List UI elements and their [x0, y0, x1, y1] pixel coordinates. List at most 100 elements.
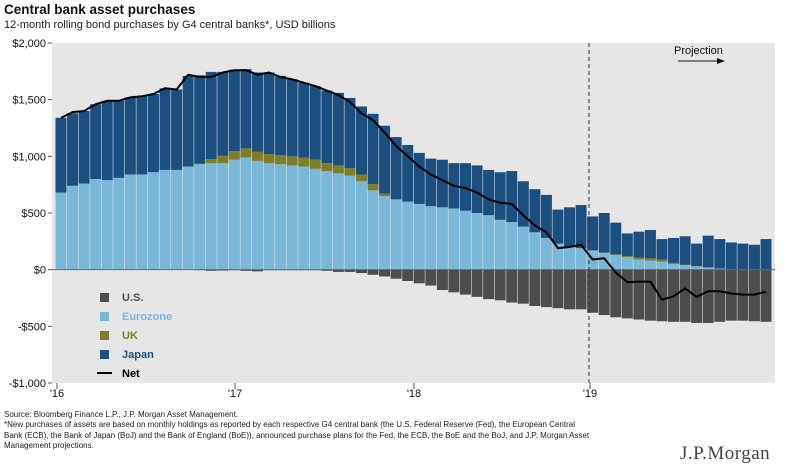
bar-us [540, 269, 552, 308]
bar-us [506, 269, 518, 303]
bar-eurozone [644, 260, 656, 270]
bar-us [679, 269, 691, 322]
bar-us [598, 269, 610, 315]
bar-eurozone [633, 259, 645, 270]
bar-us [460, 269, 472, 295]
bar-japan [379, 125, 391, 194]
bar-us [402, 269, 414, 281]
bar-japan [656, 239, 668, 260]
bar-japan [540, 194, 552, 238]
bar-eurozone [702, 267, 714, 270]
bar-eurozone [564, 247, 576, 270]
bar-japan [205, 71, 217, 160]
bar-uk [332, 165, 344, 174]
bar-japan [436, 159, 448, 208]
bar-japan [309, 86, 321, 160]
bar-eurozone [517, 226, 529, 270]
bar-eurozone [182, 166, 194, 270]
legend-label-japan: Japan [122, 349, 154, 361]
bar-japan [90, 104, 102, 179]
x-tick-label: '17 [228, 388, 242, 400]
bar-uk [656, 259, 668, 262]
bar-japan [113, 100, 125, 178]
bar-uk [205, 159, 217, 164]
bar-japan [275, 75, 287, 156]
bar-eurozone [494, 219, 506, 270]
bar-eurozone [205, 163, 217, 270]
bar-japan [355, 106, 367, 175]
bar-eurozone [344, 175, 356, 270]
y-tick-label: $2,000 [12, 38, 46, 50]
bar-japan [644, 230, 656, 259]
bar-japan [575, 205, 587, 249]
footnote-line: Management projections. [4, 441, 94, 451]
bar-japan [344, 97, 356, 169]
footnote-line: *New purchases of assets are based on mo… [4, 420, 575, 430]
bar-eurozone [217, 163, 229, 270]
bar-eurozone [390, 199, 402, 270]
bar-us [367, 269, 379, 275]
bar-uk [679, 264, 691, 266]
bar-eurozone [309, 168, 321, 270]
bar-eurozone [101, 180, 113, 270]
bar-japan [413, 152, 425, 204]
bar-eurozone [124, 174, 136, 270]
bar-japan [494, 172, 506, 220]
bar-japan [633, 231, 645, 258]
bar-eurozone [136, 174, 148, 270]
bar-uk [668, 262, 680, 264]
bar-uk [228, 151, 240, 160]
x-tick-label: '18 [407, 388, 421, 400]
bar-uk [263, 154, 275, 164]
chart-subtitle: 12-month rolling bond purchases by G4 ce… [4, 19, 336, 31]
bar-uk [309, 159, 321, 169]
bar-japan [471, 165, 483, 213]
bar-uk [298, 157, 310, 167]
bar-eurozone [460, 210, 472, 270]
bar-eurozone [621, 257, 633, 270]
footnote-source: Source: Bloomberg Finance L.P., J.P. Mor… [4, 410, 239, 419]
bar-eurozone [552, 243, 564, 270]
bar-us [436, 269, 448, 291]
bar-japan [55, 117, 67, 193]
bar-uk [286, 156, 298, 166]
bar-uk [275, 155, 287, 165]
bar-eurozone [321, 171, 333, 270]
bar-us [355, 269, 367, 274]
y-tick-label: -$500 [18, 321, 46, 333]
bar-eurozone [367, 190, 379, 270]
bar-eurozone [159, 169, 171, 270]
bar-eurozone [240, 157, 252, 270]
bar-us [633, 269, 645, 320]
bar-uk [194, 163, 206, 165]
bar-japan [517, 181, 529, 227]
bar-us [621, 269, 633, 319]
bar-us [344, 269, 356, 272]
x-tick-label: '16 [50, 388, 64, 400]
bar-eurozone [194, 164, 206, 270]
bar-eurozone [471, 213, 483, 270]
bar-eurozone [275, 164, 287, 270]
bar-us [725, 269, 737, 321]
bar-uk [379, 193, 391, 196]
y-tick-label: $500 [22, 208, 46, 220]
net-line [60, 69, 767, 301]
bar-eurozone [113, 177, 125, 270]
bar-japan [529, 189, 541, 233]
bar-japan [194, 75, 206, 164]
bar-japan [67, 113, 79, 186]
bar-japan [483, 169, 495, 216]
bar-eurozone [67, 185, 79, 270]
projection-arrow-head [717, 58, 725, 64]
bar-japan [390, 137, 402, 200]
y-tick-label: -$1,000 [9, 378, 46, 390]
bar-japan [182, 75, 194, 167]
bar-us [332, 269, 344, 272]
bar-uk [251, 151, 263, 161]
bar-japan [460, 163, 472, 211]
bar-japan [679, 236, 691, 265]
footnote-line: Bank (ECB), the Bank of Japan (BoJ) and … [4, 430, 590, 440]
legend-label-us: U.S. [122, 292, 143, 304]
bar-japan [737, 243, 749, 270]
y-tick-label: $1,500 [12, 95, 46, 107]
